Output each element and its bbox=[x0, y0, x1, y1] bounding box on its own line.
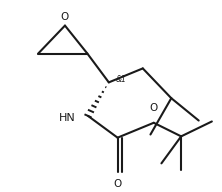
Text: O: O bbox=[113, 179, 122, 189]
Text: &1: &1 bbox=[115, 75, 126, 84]
Text: O: O bbox=[150, 103, 158, 113]
Text: O: O bbox=[61, 12, 69, 22]
Text: HN: HN bbox=[59, 113, 76, 123]
